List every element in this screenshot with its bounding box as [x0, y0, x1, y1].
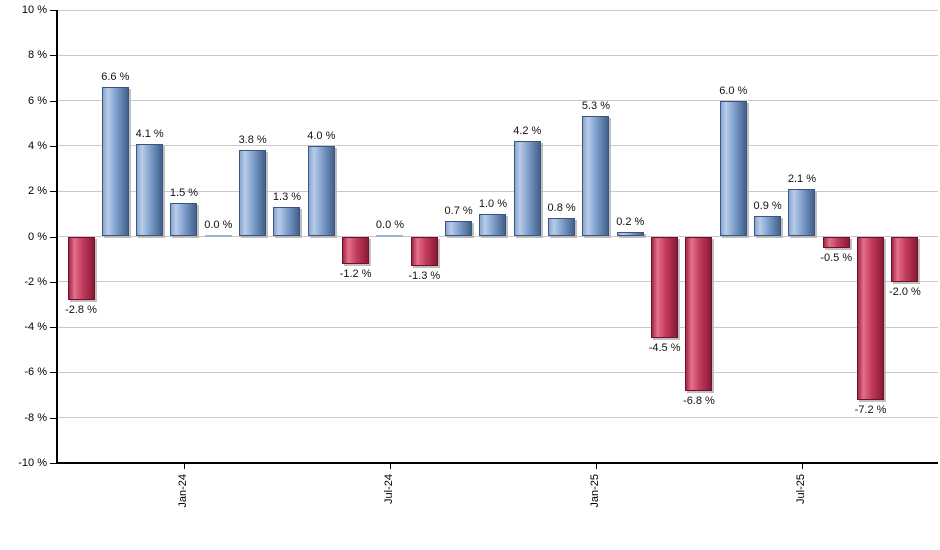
gridline-h	[58, 9, 938, 11]
y-axis-tick	[50, 372, 56, 374]
bar-value-label: -1.3 %	[408, 269, 441, 282]
gridline-h	[58, 236, 938, 237]
plot-area: -2.8 % 6.6 % 4.1 % 1.5 % 0.0 % 3.8 % 1.3 % 4.0 …	[57, 9, 938, 463]
bar-value-label: 4.0 %	[307, 129, 336, 142]
y-axis-line	[56, 10, 58, 464]
bar-oct-25	[891, 236, 919, 282]
gridline-h	[58, 326, 938, 328]
y-axis-tick	[50, 463, 56, 464]
bar-value-label: -0.5 %	[820, 251, 853, 264]
y-axis-tick	[50, 236, 56, 238]
bar-value-label: 0.8 %	[547, 202, 576, 215]
x-axis-label: Jan-25	[589, 470, 603, 508]
bar-value-label: 0.0 %	[375, 218, 405, 231]
bar-value-label: 0.2 %	[616, 215, 645, 228]
bar-nov-23	[101, 87, 129, 237]
bar-sep-24	[445, 220, 473, 237]
y-axis-tick	[50, 327, 56, 329]
x-axis-label-text: Jul-25	[794, 474, 807, 504]
bar-value-label: -6.8 %	[683, 394, 715, 407]
x-axis-label: Jan-24	[177, 470, 191, 508]
y-axis-tick	[50, 281, 56, 283]
x-axis-label-text: Jan-24	[176, 474, 189, 508]
bar-may-25	[719, 100, 747, 237]
bar-mar-24	[239, 150, 267, 237]
bar-value-label: 4.2 %	[513, 125, 542, 138]
bar-jan-24	[170, 202, 198, 237]
y-axis-label: 10 %	[21, 4, 47, 16]
y-axis-label: 4 %	[28, 139, 47, 152]
x-axis-tick	[183, 464, 185, 469]
y-axis-label: -8 %	[24, 411, 47, 424]
bar-value-label: 0.9 %	[753, 200, 782, 213]
bar-value-label: 0.0 %	[204, 218, 233, 231]
bar-value-label: -4.5 %	[648, 342, 681, 355]
gridline-h	[58, 54, 938, 56]
gridline-h	[58, 100, 938, 102]
y-axis-label: -4 %	[24, 321, 47, 334]
x-axis-label-text: Jan-25	[588, 474, 601, 508]
gridline-h	[58, 371, 938, 373]
bar-may-24	[307, 145, 335, 237]
y-axis-tick	[50, 417, 56, 419]
y-axis-tick	[50, 10, 56, 11]
bar-oct-24	[479, 213, 507, 237]
bar-jun-24	[342, 236, 370, 264]
x-axis-tick	[389, 464, 391, 469]
bar-jun-25	[754, 216, 782, 237]
bar-jul-25	[788, 188, 816, 237]
bar-feb-24	[204, 234, 232, 237]
gridline-h	[58, 281, 938, 283]
bar-aug-25	[822, 236, 850, 248]
bar-value-label: 6.0 %	[719, 84, 748, 97]
bar-jul-24	[376, 234, 404, 237]
gridline-h	[58, 145, 938, 147]
y-axis-tick	[50, 55, 56, 57]
bar-apr-24	[273, 207, 301, 237]
bar-value-label: 5.3 %	[581, 100, 610, 113]
y-axis-label: 0 %	[28, 230, 47, 243]
y-axis-label: -6 %	[24, 366, 47, 379]
bar-sep-25	[857, 236, 885, 400]
bar-aug-24	[410, 236, 438, 266]
x-axis-line	[56, 462, 938, 464]
bar-value-label: 1.3 %	[272, 191, 302, 204]
y-axis-tick	[50, 191, 56, 193]
x-axis-label: Jul-24	[383, 470, 397, 504]
x-axis-tick	[801, 464, 803, 469]
y-axis-label: 2 %	[28, 185, 47, 198]
bar-value-label: -1.2 %	[339, 267, 372, 280]
bar-value-label: 2.1 %	[787, 172, 816, 185]
y-axis-tick	[50, 100, 56, 102]
bar-apr-25	[685, 236, 713, 391]
bar-value-label: 6.6 %	[101, 71, 130, 83]
y-axis-label: -2 %	[24, 275, 47, 288]
gridline-h	[58, 417, 938, 419]
bar-value-label: 4.1 %	[135, 127, 164, 140]
bar-value-label: 1.5 %	[169, 186, 199, 199]
bar-value-label: -2.0 %	[889, 285, 921, 298]
x-axis-label: Jul-25	[795, 470, 809, 504]
x-axis-tick	[595, 464, 597, 469]
bar-value-label: -7.2 %	[854, 403, 887, 416]
gridline-h	[58, 190, 938, 192]
y-axis-label: 8 %	[28, 49, 47, 62]
bar-nov-24	[513, 141, 541, 237]
bar-jan-25	[582, 116, 610, 237]
y-axis-label: 6 %	[28, 94, 47, 107]
x-axis-label-text: Jul-24	[382, 474, 395, 504]
bar-value-label: -2.8 %	[65, 303, 97, 316]
bar-dec-24	[548, 218, 576, 237]
bar-mar-25	[651, 236, 679, 339]
bar-oct-23	[67, 236, 95, 300]
bar-value-label: 3.8 %	[238, 134, 267, 147]
bar-feb-25	[616, 231, 644, 237]
y-axis-label: -10 %	[18, 457, 47, 469]
bar-dec-23	[136, 143, 164, 237]
y-axis-tick	[50, 145, 56, 147]
bar-value-label: 1.0 %	[478, 197, 508, 210]
bar-value-label: 0.7 %	[444, 204, 473, 217]
